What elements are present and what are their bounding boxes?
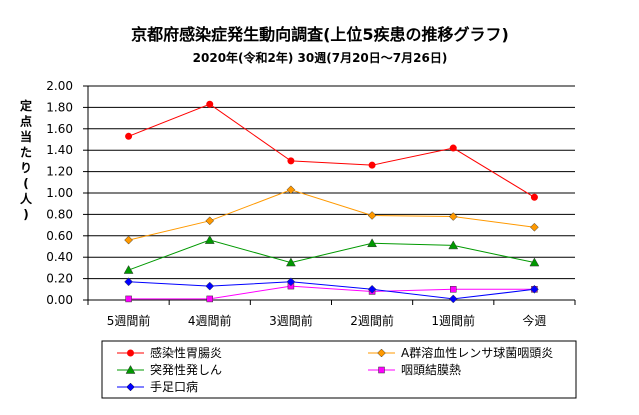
data-point — [125, 132, 133, 140]
series-group — [123, 100, 540, 304]
series-line — [128, 239, 535, 271]
y-tick-labels: 0.00 0.20 0.40 0.60 0.80 1.00 1.20 1.40 1.60 1.80… — [46, 79, 73, 307]
data-point — [286, 277, 296, 287]
data-point — [448, 240, 459, 250]
data-point — [286, 185, 296, 195]
y-tick-label: 0.00 — [46, 293, 73, 307]
data-point — [367, 238, 378, 248]
chart-subtitle: 2020年(令和2年) 30週(7月20日～7月26日) — [193, 50, 448, 65]
x-tick-label: 4週間前 — [188, 313, 232, 328]
y-tick-label: 0.40 — [46, 250, 73, 264]
legend-item: 咽頭結膜熱 — [368, 363, 461, 377]
legend-item: 突発性発しん — [117, 362, 222, 377]
data-point — [125, 295, 132, 303]
data-point — [205, 281, 215, 291]
y-tick-label: 1.20 — [46, 165, 73, 179]
legend-label: A群溶血性レンサ球菌咽頭炎 — [401, 345, 553, 360]
series-line — [128, 189, 535, 241]
data-point — [206, 295, 213, 303]
x-tick-label: 3週間前 — [269, 313, 313, 328]
data-point — [287, 157, 295, 165]
data-point — [367, 284, 377, 294]
y-tick-label: 1.60 — [46, 122, 73, 136]
series-line — [128, 285, 535, 300]
legend-marker — [378, 366, 385, 374]
data-point — [529, 257, 540, 267]
y-tick-label: 0.80 — [46, 207, 73, 221]
legend-item: 手足口病 — [117, 379, 198, 394]
y-tick-label: 1.40 — [46, 143, 73, 157]
data-point — [530, 222, 539, 232]
series-line — [128, 281, 535, 300]
legend-marker — [125, 364, 136, 374]
legend-label: 突発性発しん — [150, 362, 222, 377]
data-point — [204, 235, 215, 244]
y-tick-label: 0.20 — [46, 272, 73, 286]
y-tick-label: 1.80 — [46, 100, 73, 114]
x-tick-label: 1週間前 — [431, 313, 475, 328]
legend-marker — [127, 349, 134, 357]
y-tick-label: 1.00 — [46, 186, 73, 200]
x-tick-label: 今週 — [522, 313, 546, 328]
legend-label: 感染性胃腸炎 — [150, 345, 222, 360]
data-point — [124, 235, 133, 245]
data-point — [124, 277, 133, 287]
series-0 — [125, 100, 538, 201]
data-point — [530, 193, 538, 201]
legend-item: 感染性胃腸炎 — [117, 345, 222, 360]
legend-marker — [377, 348, 386, 358]
y-axis-label: 定点当たり(人) — [20, 98, 33, 222]
legend-box — [101, 340, 577, 399]
data-point — [285, 257, 296, 267]
legend-label: 咽頭結膜熱 — [401, 363, 461, 377]
data-point — [448, 294, 458, 304]
gridlines — [83, 85, 575, 301]
y-tick-label: 2.00 — [46, 79, 73, 93]
data-point — [368, 161, 376, 169]
y-tick-label: 0.60 — [46, 229, 73, 243]
legend-marker — [126, 382, 135, 392]
chart-title: 京都府感染症発生動向調査(上位5疾患の推移グラフ) — [131, 25, 509, 44]
series-2 — [123, 235, 540, 274]
series-4 — [124, 277, 539, 304]
data-point — [450, 286, 457, 293]
x-tick-label: 5週間前 — [107, 313, 151, 328]
data-point — [205, 216, 215, 226]
series-line — [128, 103, 535, 198]
data-point — [367, 211, 377, 220]
data-point — [448, 212, 458, 221]
data-point — [530, 284, 539, 294]
x-tick-label: 2週間前 — [350, 313, 394, 328]
x-tick-labels: 5週間前 4週間前 3週間前 2週間前 1週間前 今週 — [87, 300, 576, 328]
legend-label: 手足口病 — [150, 379, 198, 394]
data-point — [206, 100, 214, 108]
legend-item: A群溶血性レンサ球菌咽頭炎 — [368, 345, 553, 360]
data-point — [123, 265, 134, 274]
data-point — [449, 144, 457, 152]
series-1 — [124, 185, 539, 245]
